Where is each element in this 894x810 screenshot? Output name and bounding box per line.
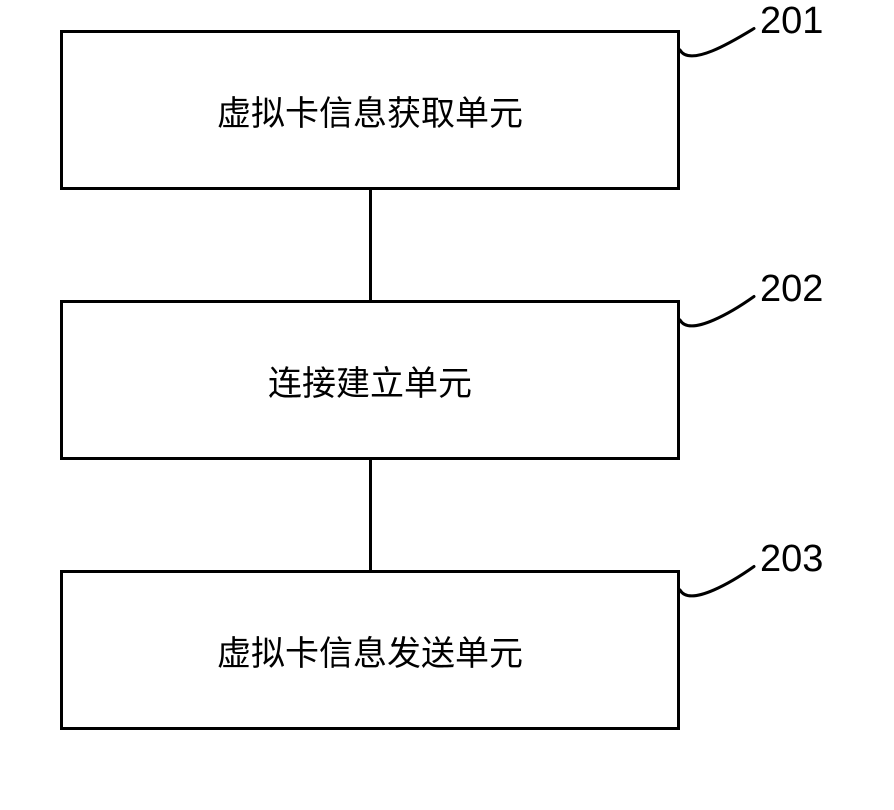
- callout-label: 203: [760, 538, 823, 581]
- callout-line: [0, 0, 894, 810]
- diagram-canvas: 虚拟卡信息获取单元连接建立单元虚拟卡信息发送单元201202203: [0, 0, 894, 810]
